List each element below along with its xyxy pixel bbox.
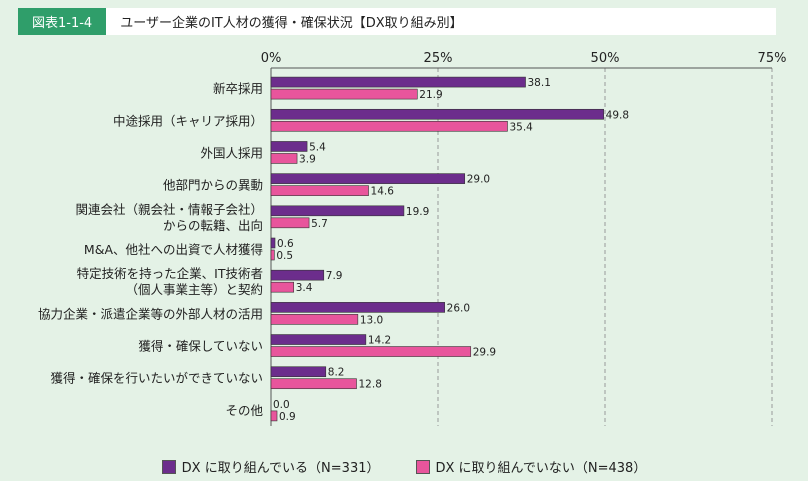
- data-label: 29.9: [473, 347, 496, 359]
- category-label: 獲得・確保を行いたいができていない: [50, 371, 263, 386]
- data-label: 21.9: [419, 89, 442, 101]
- chart-header: 図表1-1-4 ユーザー企業のIT人材の獲得・確保状況【DX取り組み別】: [18, 8, 776, 35]
- data-label: 8.2: [328, 367, 345, 379]
- bar: [270, 120, 508, 132]
- bar: [270, 410, 278, 422]
- data-label: 0.5: [276, 250, 293, 262]
- data-label: 7.9: [326, 270, 343, 282]
- data-label: 5.4: [309, 141, 326, 153]
- data-label: 3.4: [296, 282, 313, 294]
- x-tick-label: 50%: [591, 51, 620, 66]
- bar: [270, 378, 357, 390]
- legend-label-non-dx: DX に取り組んでいない（N=438）: [435, 461, 647, 476]
- chart-legend: DX に取り組んでいる（N=331） DX に取り組んでいない（N=438）: [0, 457, 808, 476]
- data-label: 38.1: [528, 77, 551, 89]
- bar: [270, 173, 466, 184]
- data-label: 0.6: [277, 238, 294, 250]
- bar: [270, 153, 298, 164]
- category-label: 協力企業・派遣企業等の外部人材の活用: [38, 306, 263, 321]
- category-label: 特定技術を持った企業、IT技術者: [77, 266, 263, 281]
- category-label: 他部門からの異動: [163, 178, 263, 193]
- bar: [270, 249, 275, 261]
- bar: [270, 314, 359, 325]
- category-label: その他: [225, 403, 263, 418]
- legend-swatch-dx: [161, 459, 176, 474]
- bar: [270, 334, 367, 345]
- bar: [270, 237, 276, 249]
- bar: [270, 141, 308, 152]
- bar: [270, 346, 472, 357]
- legend-item-non-dx: DX に取り組んでいない（N=438）: [415, 457, 647, 476]
- bar: [270, 302, 445, 313]
- data-label: 12.8: [359, 379, 382, 391]
- x-tick-label: 0%: [261, 51, 282, 66]
- category-label: 中途採用（キャリア採用）: [113, 113, 263, 128]
- data-label: 49.8: [606, 109, 629, 121]
- category-label: 新卒採用: [213, 81, 263, 96]
- category-label: M&A、他社への出資で人材獲得: [84, 242, 263, 257]
- figure-label: 図表1-1-4: [18, 8, 107, 35]
- data-label: 0.0: [273, 399, 290, 411]
- chart-title: ユーザー企業のIT人材の獲得・確保状況【DX取り組み別】: [120, 16, 463, 31]
- data-label: 3.9: [299, 153, 316, 165]
- data-label: 19.9: [406, 206, 429, 218]
- category-label: 外国人採用: [200, 145, 263, 160]
- bar: [270, 269, 325, 281]
- data-label: 26.0: [447, 302, 470, 314]
- data-label: 29.0: [467, 174, 490, 186]
- data-label: 0.9: [279, 411, 296, 423]
- bar: [270, 281, 295, 293]
- bar: [270, 108, 604, 120]
- bar: [270, 76, 526, 88]
- category-label: 関連会社（親会社・情報子会社）: [75, 202, 263, 217]
- legend-swatch-non-dx: [415, 459, 430, 474]
- bar: [270, 205, 405, 217]
- bar-chart: 0% 25% 50% 75% 新卒採用 38.1 21.9 中途採用（キャリア採用） 49.8 3…: [38, 51, 787, 426]
- data-label: 35.4: [509, 121, 533, 133]
- bar: [270, 88, 418, 100]
- data-label: 14.6: [371, 186, 395, 198]
- data-label: 5.7: [311, 218, 328, 230]
- bar: [270, 366, 327, 378]
- x-tick-label: 25%: [424, 51, 453, 66]
- data-label: 13.0: [360, 314, 383, 326]
- x-tick-label: 75%: [758, 51, 787, 66]
- bar: [270, 217, 310, 229]
- category-label: （個人事業主等）と契約: [125, 282, 263, 297]
- legend-item-dx: DX に取り組んでいる（N=331）: [161, 457, 380, 476]
- data-label: 14.2: [368, 335, 391, 347]
- category-label: からの転籍、出向: [163, 218, 263, 233]
- category-label: 獲得・確保していない: [138, 339, 263, 354]
- legend-label-dx: DX に取り組んでいる（N=331）: [181, 461, 380, 476]
- bar: [270, 185, 369, 196]
